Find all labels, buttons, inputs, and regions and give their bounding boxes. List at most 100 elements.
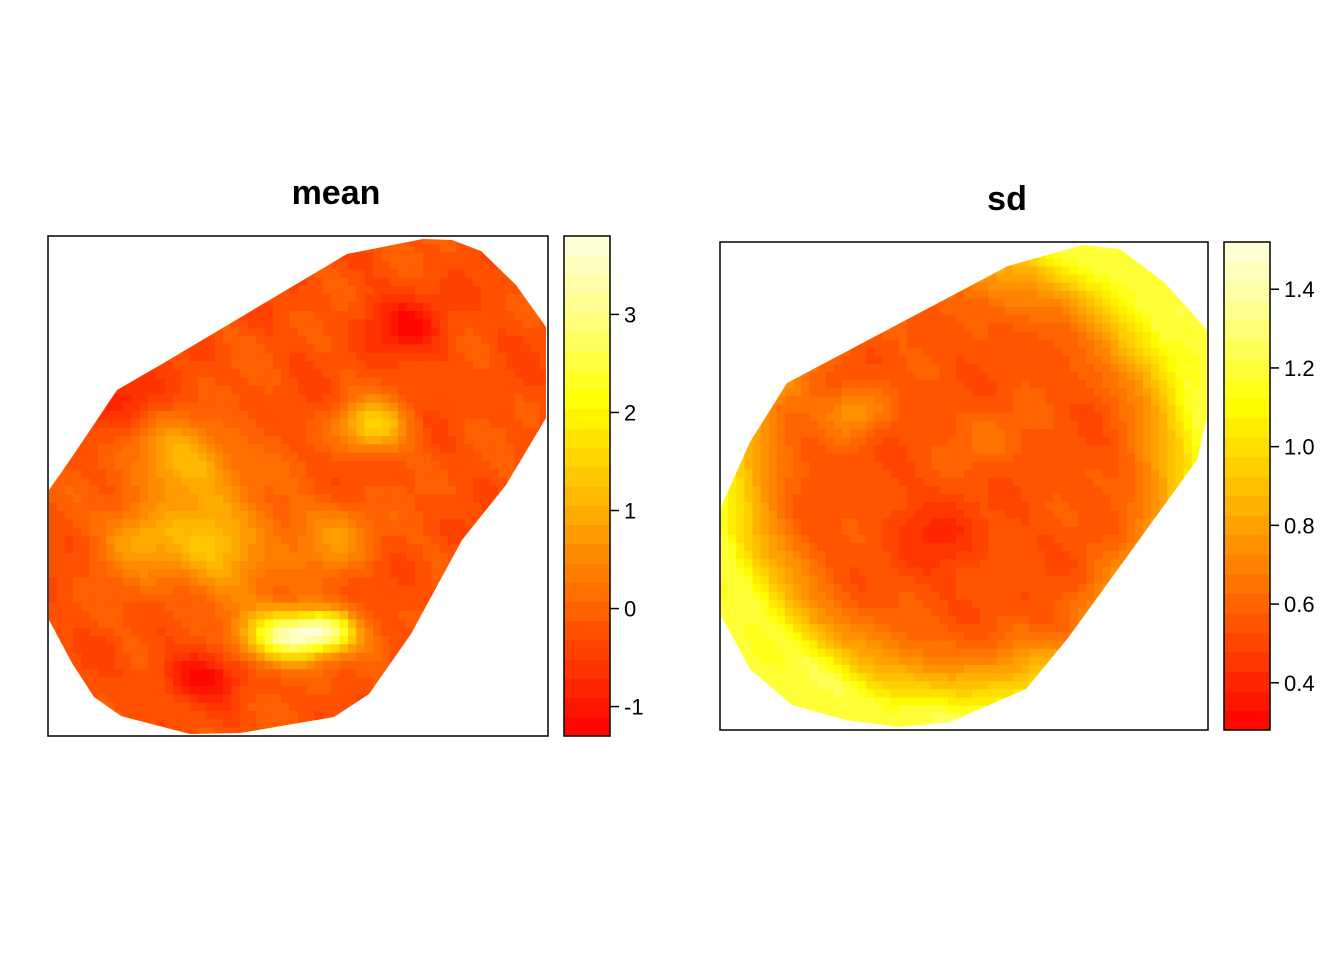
raster-cell [768,575,778,585]
raster-cell [439,669,449,679]
raster-cell [98,486,107,495]
raster-cell [874,542,884,552]
raster-cell [850,445,859,455]
raster-cell [448,486,457,495]
raster-cell [728,664,737,674]
raster-cell [776,453,786,463]
raster-cell [306,319,316,329]
raster-cell [49,652,57,662]
raster-cell [264,302,274,312]
raster-cell [481,436,491,445]
raster-cell [514,652,524,662]
raster-cell [64,536,74,545]
raster-cell [339,644,349,654]
raster-cell [106,627,116,637]
raster-cell [248,536,257,545]
raster-cell [131,377,141,387]
raster-cell [768,477,778,487]
raster-cell [464,719,474,729]
raster-cell [456,677,466,687]
raster-cell [314,502,324,512]
raster-cell [273,552,282,562]
raster-cell [423,294,432,304]
raster-cell [189,402,199,412]
raster-cell [498,427,507,437]
raster-cell [214,577,224,587]
raster-cell [406,461,416,470]
raster-cell [273,602,282,612]
raster-cell [106,686,116,695]
raster-cell [114,661,124,670]
raster-cell [89,477,99,487]
raster-cell [139,311,149,320]
raster-cell [381,711,391,720]
raster-cell [239,569,249,579]
raster-cell [801,673,811,682]
raster-cell [298,411,307,420]
raster-cell [785,420,794,430]
raster-cell [842,388,851,398]
raster-cell [106,286,116,295]
raster-cell [223,327,232,337]
raster-cell [49,311,57,320]
raster-cell [890,583,900,593]
raster-cell [760,250,770,259]
raster-cell [389,552,399,562]
raster-cell [223,536,232,545]
raster-cell [314,352,324,362]
raster-cell [431,702,441,712]
raster-cell [817,437,827,446]
raster-cell [123,239,132,245]
raster-cell [431,394,441,404]
raster-cell [173,677,182,687]
raster-cell [173,619,182,629]
raster-cell [858,486,867,495]
raster-cell [98,519,107,529]
raster-cell [398,511,407,520]
raster-cell [206,611,216,620]
raster-cell [539,352,546,362]
raster-cell [793,648,802,658]
raster-cell [456,369,466,379]
raster-cell [423,436,432,445]
raster-cell [858,245,867,251]
raster-cell [281,252,291,262]
raster-cell [736,567,745,577]
raster-cell [801,624,811,633]
raster-cell [833,559,843,568]
raster-cell [776,420,786,430]
raster-cell [73,519,82,529]
raster-cell [181,319,191,329]
raster-cell [414,544,424,554]
raster-cell [281,577,291,587]
raster-cell [173,469,182,479]
raster-cell [842,453,851,463]
raster-cell [64,277,74,287]
raster-cell [314,344,324,354]
raster-cell [439,252,449,262]
raster-cell [809,420,819,430]
raster-cell [785,624,794,633]
raster-cell [539,336,546,345]
raster-cell [373,294,382,304]
raster-cell [114,402,124,412]
raster-cell [833,494,843,503]
raster-cell [306,694,316,704]
raster-cell [736,551,745,560]
raster-cell [728,559,737,568]
raster-cell [448,294,457,304]
raster-cell [206,477,216,487]
raster-cell [73,694,82,704]
raster-cell [281,469,291,479]
raster-cell [364,386,374,395]
raster-cell [49,544,57,554]
raster-cell [273,677,282,687]
raster-cell [389,469,399,479]
raster-cell [181,494,191,504]
raster-cell [114,486,124,495]
raster-cell [481,719,491,729]
raster-cell [348,294,357,304]
raster-cell [148,302,157,312]
raster-cell [768,347,778,357]
raster-cell [489,302,499,312]
